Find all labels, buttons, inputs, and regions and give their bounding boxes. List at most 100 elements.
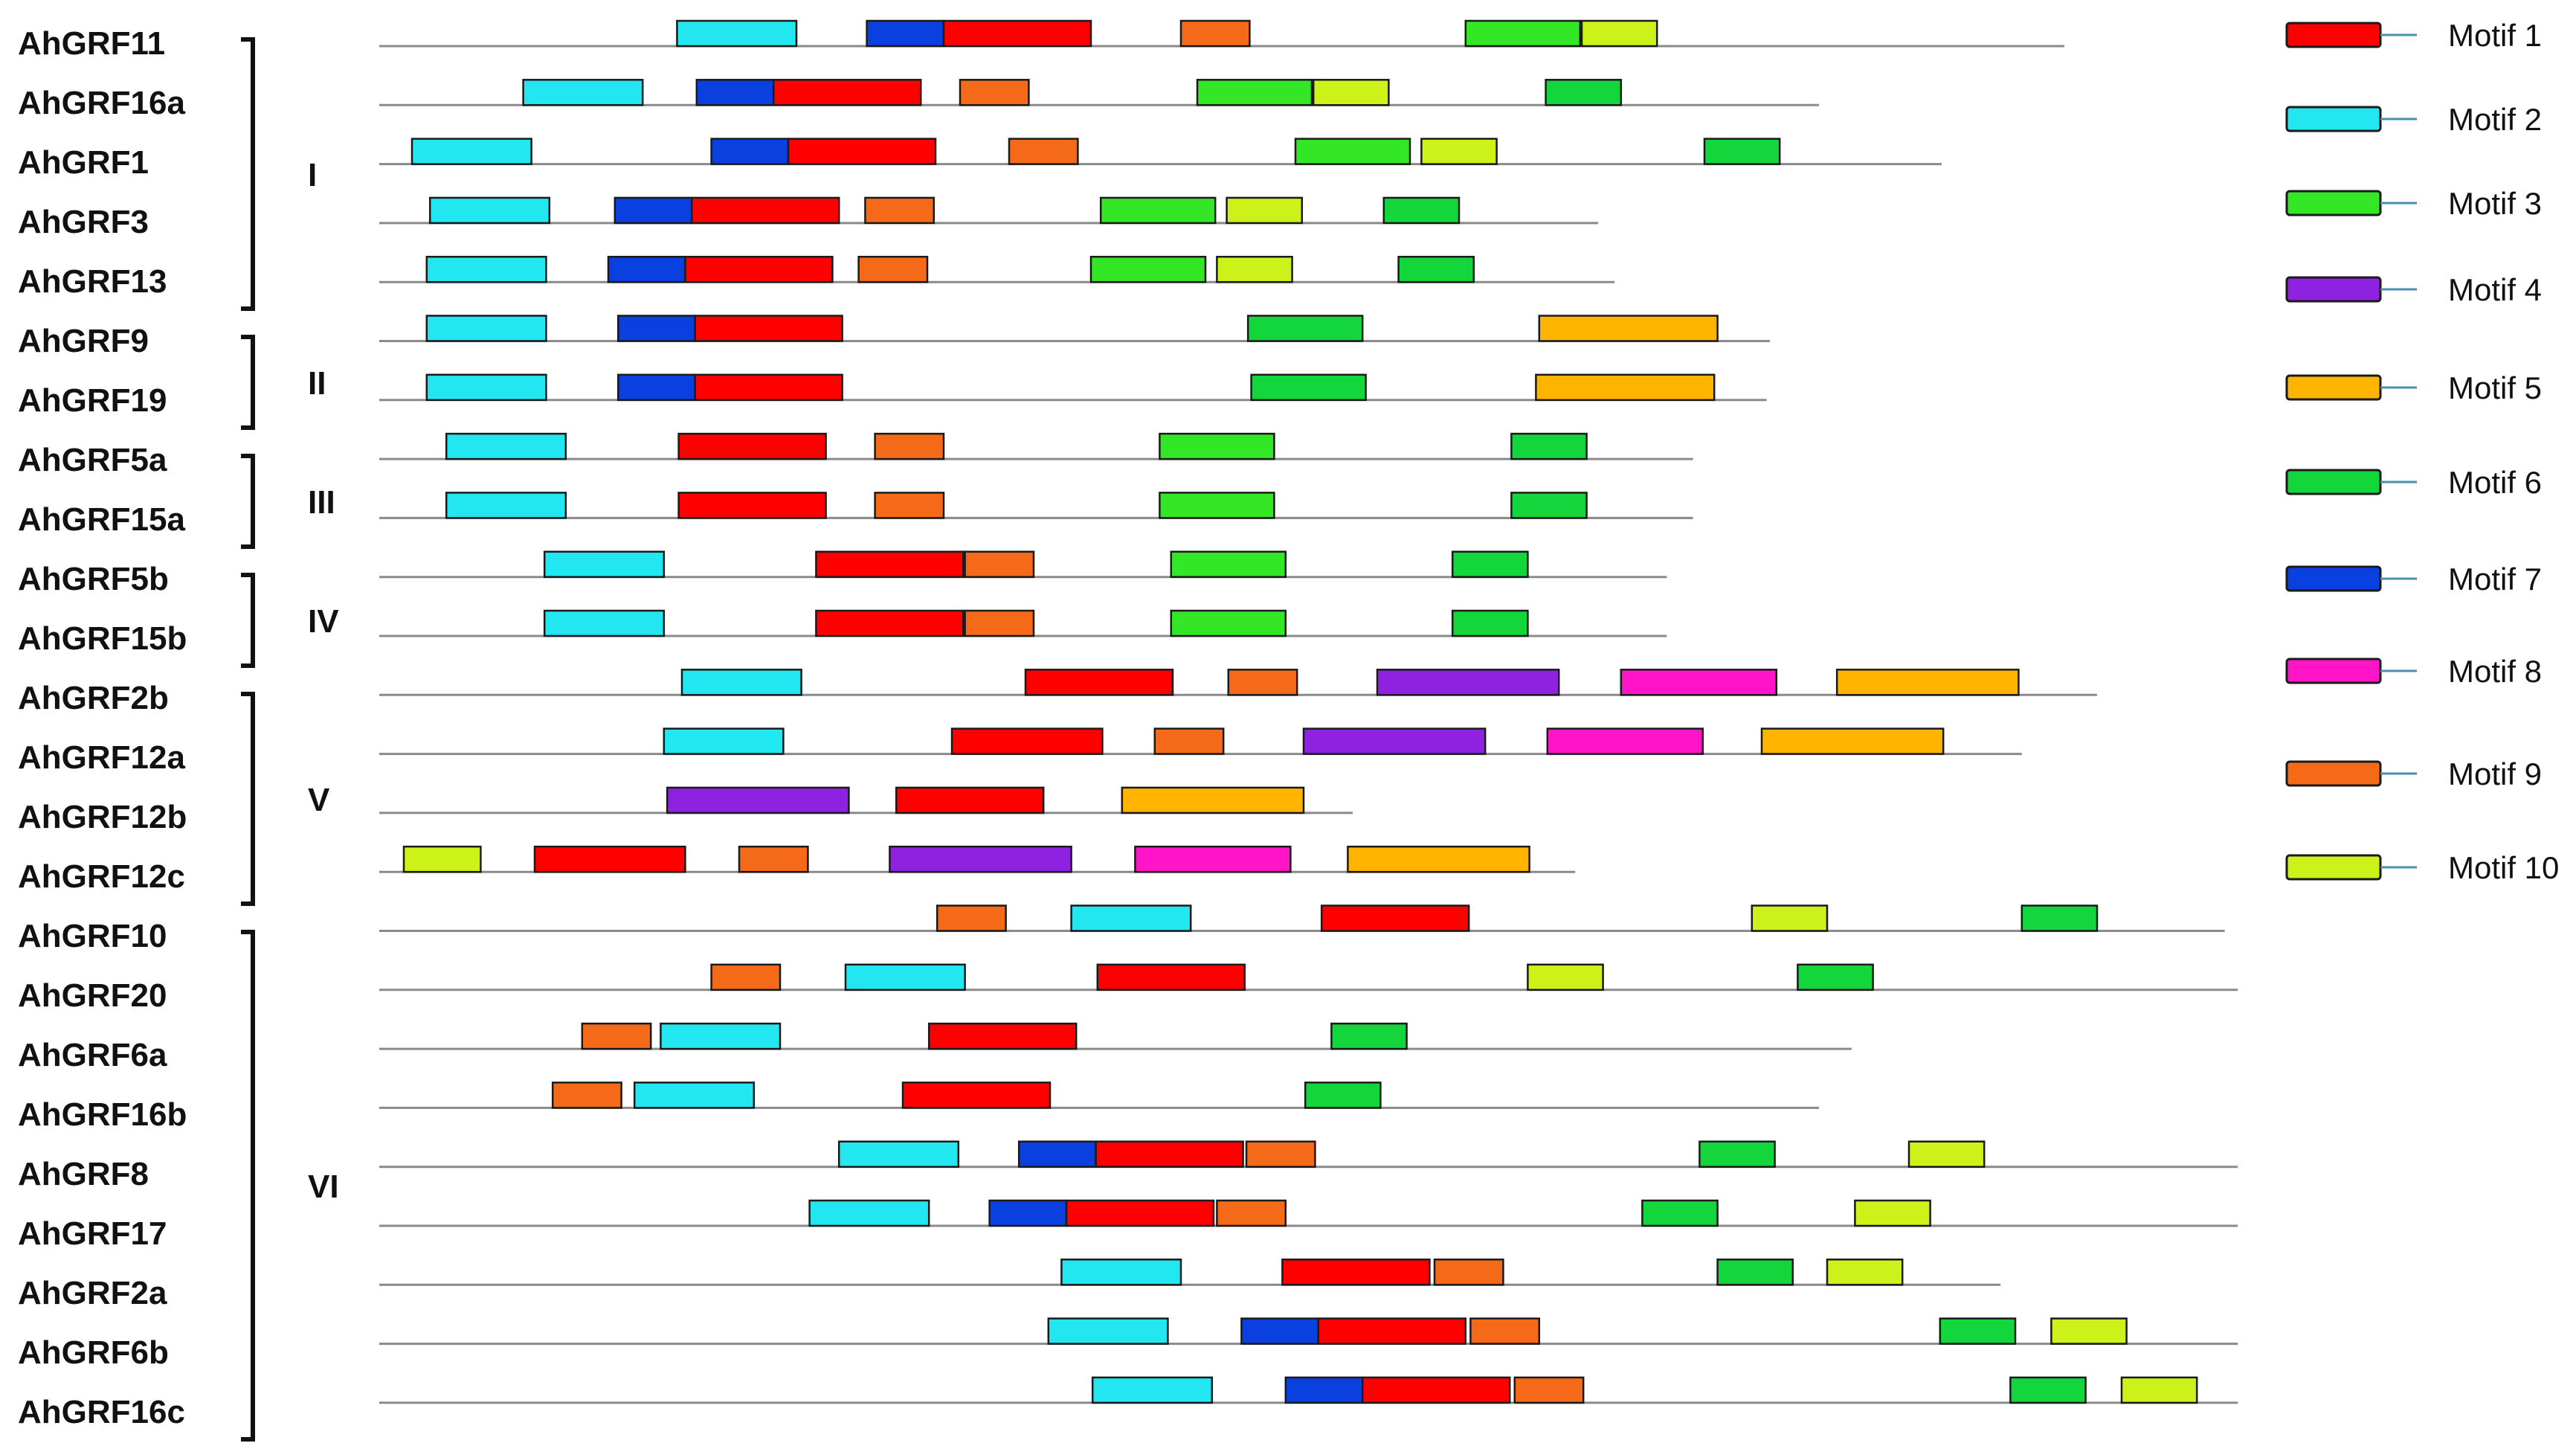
motif-3-box: [1464, 19, 1582, 48]
motif-9-box: [959, 79, 1030, 106]
protein-track-ahgrf16c: [379, 1376, 2238, 1404]
motif-9-box: [1008, 138, 1079, 165]
gene-label-ahgrf6b: AhGRF6b: [18, 1334, 169, 1371]
motif-7-box: [1240, 1317, 1320, 1345]
protein-track-ahgrf2b: [379, 669, 2097, 696]
group-bracket-i: [241, 37, 255, 311]
gene-label-ahgrf16b: AhGRF16b: [18, 1096, 187, 1133]
motif-10-box: [402, 845, 482, 873]
motif-7-box: [988, 1199, 1068, 1227]
motif-4-box: [889, 845, 1072, 873]
group-bracket-iv: [241, 573, 255, 668]
gene-label-ahgrf5a: AhGRF5a: [18, 442, 167, 478]
group-bracket-v: [241, 692, 255, 906]
gene-label-ahgrf15a: AhGRF15a: [18, 501, 185, 538]
motif-1-box: [1361, 1376, 1511, 1404]
protein-track-ahgrf9: [379, 315, 1770, 342]
motif-1-box: [942, 19, 1092, 48]
protein-track-ahgrf11: [379, 19, 2064, 48]
protein-track-ahgrf19: [379, 373, 1767, 402]
motif-2-box: [680, 669, 802, 696]
group-bracket-iii: [241, 454, 255, 549]
legend-swatch-motif-8: [2285, 658, 2382, 684]
motif-6-box: [1510, 492, 1588, 519]
motif-1-box: [1096, 963, 1246, 992]
motif-2-box: [633, 1082, 756, 1109]
protein-track-ahgrf15b: [379, 609, 1667, 637]
motif-1-box: [950, 727, 1104, 755]
group-label-v: V: [308, 782, 330, 818]
legend-swatch-motif-3: [2285, 190, 2382, 216]
motif-1-box: [1317, 1317, 1467, 1345]
motif-legend: Motif 1 Motif 2 Motif 3 Motif 4 Motif 5 Motif…: [2285, 18, 2559, 885]
gene-label-ahgrf9: AhGRF9: [18, 323, 149, 359]
motif-9-box: [1245, 1140, 1316, 1168]
motif-7-box: [607, 255, 686, 283]
motif-1-box: [677, 492, 827, 519]
motif-5-box: [1538, 315, 1719, 342]
group-label-iv: IV: [308, 603, 339, 640]
motif-9-box: [874, 432, 945, 460]
motif-6-box: [2020, 904, 2099, 932]
motif-2-box: [425, 373, 547, 402]
motif-10-box: [1420, 138, 1498, 165]
motif-10-box: [2050, 1317, 2128, 1345]
motif-9-box: [738, 845, 809, 873]
legend-item-motif-8: Motif 8: [2285, 654, 2542, 689]
legend-item-motif-6: Motif 6: [2285, 465, 2542, 500]
gene-labels: AhGRF11 AhGRF16a AhGRF1 AhGRF3 AhGRF13 AhGRF9…: [18, 25, 187, 1430]
motif-7-box: [614, 196, 693, 225]
legend-label-motif-2: Motif 2: [2448, 102, 2542, 137]
motif-3-box: [1170, 609, 1287, 637]
motif-7-box: [866, 19, 945, 48]
motif-10-box: [2120, 1376, 2198, 1404]
legend-swatch-motif-10: [2285, 854, 2382, 881]
motif-7-box: [710, 138, 790, 165]
gene-label-ahgrf3: AhGRF3: [18, 204, 149, 240]
motif-9-box: [1513, 1376, 1585, 1404]
protein-track-ahgrf20: [379, 963, 2238, 992]
motif-2-box: [1091, 1376, 1214, 1404]
motif-4-box: [666, 786, 850, 814]
motif-7-box: [616, 373, 696, 402]
motif-6-box: [1397, 255, 1475, 283]
group-label-iii: III: [308, 484, 335, 521]
motif-2-box: [676, 19, 798, 48]
group-label-vi: VI: [308, 1169, 339, 1205]
gene-label-ahgrf8: AhGRF8: [18, 1156, 149, 1192]
motif-9-box: [1216, 1199, 1287, 1227]
motif-2-box: [428, 196, 551, 225]
motif-7-box: [695, 79, 775, 106]
motif-6-box: [1246, 315, 1364, 342]
legend-item-motif-5: Motif 5: [2285, 370, 2542, 405]
motif-1-box: [1065, 1199, 1215, 1227]
motif-2-box: [808, 1199, 930, 1227]
legend-label-motif-9: Motif 9: [2448, 756, 2542, 791]
legend-label-motif-1: Motif 1: [2448, 18, 2542, 53]
protein-track-ahgrf13: [379, 255, 1614, 283]
motif-2-box: [425, 255, 547, 283]
legend-swatch-motif-1: [2285, 22, 2382, 48]
motif-6-box: [1545, 79, 1623, 106]
gene-label-ahgrf5b: AhGRF5b: [18, 561, 169, 597]
motif-6-box: [1939, 1317, 2017, 1345]
motif-6-box: [1451, 609, 1529, 637]
motif-9-box: [864, 196, 936, 225]
gene-label-ahgrf2a: AhGRF2a: [18, 1275, 167, 1311]
motif-1-box: [901, 1082, 1052, 1109]
motif-2-box: [663, 727, 785, 755]
legend-swatch-motif-9: [2285, 760, 2382, 787]
motif-3-box: [1099, 196, 1217, 225]
motif-9-box: [551, 1082, 622, 1109]
motif-2-box: [543, 550, 666, 578]
motif-2-box: [445, 432, 567, 460]
motif-8-box: [1620, 669, 1778, 696]
legend-swatch-motif-7: [2285, 565, 2382, 592]
protein-track-ahgrf16a: [379, 79, 1819, 106]
motif-5-box: [1535, 373, 1716, 402]
motif-10-box: [1854, 1199, 1931, 1227]
group-bracket-ii: [241, 335, 255, 430]
legend-swatch-motif-6: [2285, 469, 2382, 495]
motif-9-box: [964, 550, 1035, 578]
